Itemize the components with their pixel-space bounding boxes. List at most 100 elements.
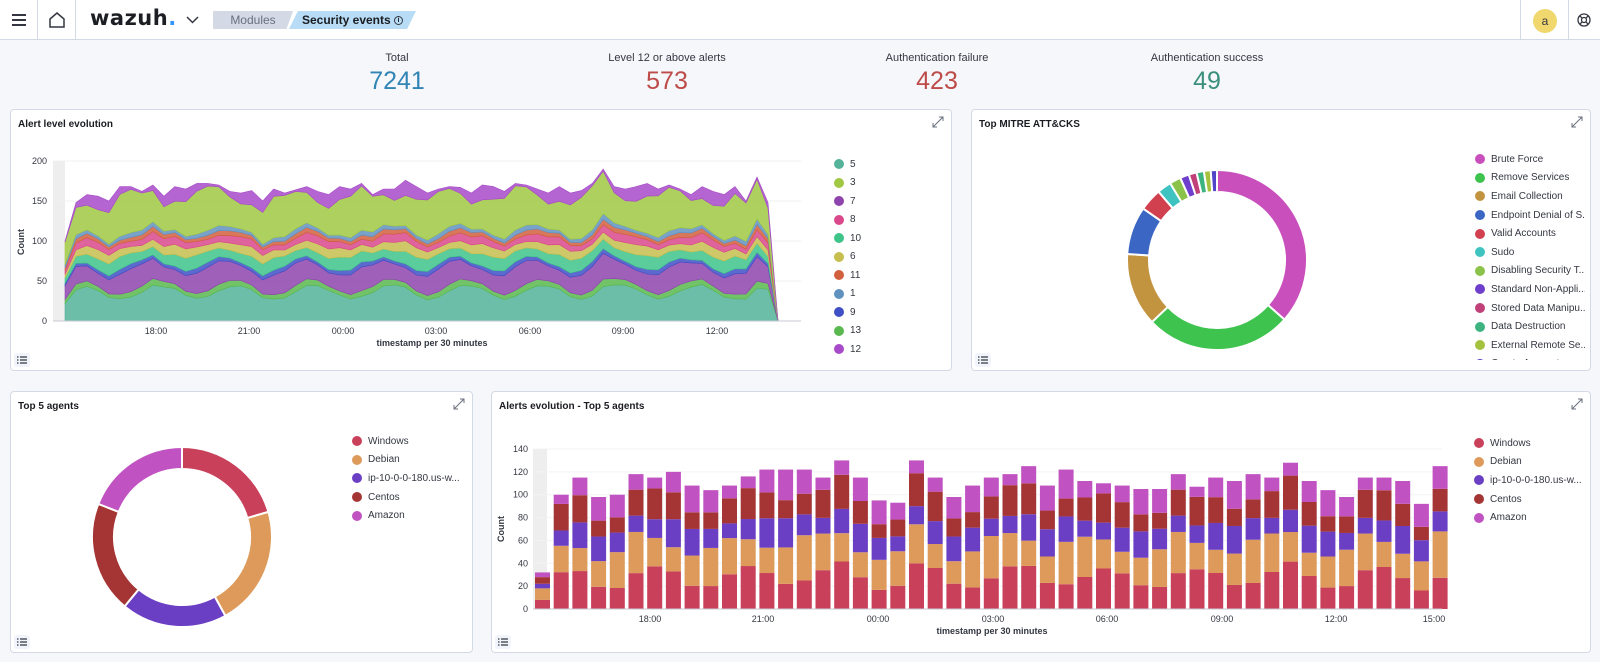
legend-item[interactable]: 1	[834, 285, 944, 304]
legend-item[interactable]: Centos	[352, 488, 467, 507]
menu-icon[interactable]	[6, 0, 32, 40]
legend-item[interactable]: Create Account	[1475, 355, 1585, 360]
bar-segment	[1189, 569, 1205, 609]
bar-segment	[983, 578, 999, 609]
legend-item[interactable]: Standard Non-Appli...	[1475, 280, 1585, 299]
legend-item[interactable]: Debian	[1474, 453, 1586, 472]
legend-toggle-icon[interactable]	[975, 353, 991, 367]
legend-item[interactable]: Endpoint Denial of S...	[1475, 206, 1585, 225]
legend-label: 11	[850, 269, 861, 281]
legend-label: Centos	[1490, 493, 1522, 505]
metric-total[interactable]: Total 7241	[277, 52, 517, 96]
bar-segment	[1301, 501, 1317, 526]
legend-item[interactable]: Windows	[352, 432, 467, 451]
legend-item[interactable]: Amazon	[352, 506, 467, 525]
legend-toggle-icon[interactable]	[14, 353, 30, 367]
x-tick-label: 00:00	[332, 326, 355, 336]
area-series-12	[64, 168, 779, 322]
donut-slice	[1150, 303, 1286, 351]
expand-icon[interactable]	[1571, 398, 1583, 410]
legend-label: 7	[850, 195, 856, 207]
breadcrumb-modules[interactable]: Modules	[213, 11, 293, 29]
legend-label: 8	[850, 214, 856, 226]
metric-label: Authentication success	[1150, 52, 1264, 64]
chevron-down-icon[interactable]	[181, 0, 203, 40]
legend-label: Remove Services	[1491, 172, 1570, 184]
bar-segment	[1264, 517, 1280, 534]
legend-item[interactable]: Email Collection	[1475, 187, 1585, 206]
breadcrumb-security-events[interactable]: Security events i	[289, 11, 416, 29]
bar-segment	[1114, 573, 1130, 609]
bar-segment	[591, 586, 607, 609]
bar-segment	[927, 567, 943, 609]
legend-item[interactable]: ip-10-0-0-180.us-w...	[352, 469, 467, 488]
legend-item[interactable]: 13	[834, 322, 944, 341]
legend-dot	[834, 177, 844, 188]
legend-item[interactable]: 5	[834, 155, 944, 174]
expand-icon[interactable]	[1571, 116, 1583, 128]
legend-item[interactable]: 10	[834, 229, 944, 248]
info-icon: i	[394, 16, 404, 26]
legend-item[interactable]: 6	[834, 248, 944, 267]
alert-level-legend: 5 3 7 8 10 6 11 1 9 13 12	[834, 155, 944, 359]
bar-segment	[1226, 508, 1242, 526]
legend-label: 6	[850, 251, 856, 263]
legend-item[interactable]: 8	[834, 211, 944, 230]
bar-segment	[609, 552, 625, 589]
plot-partial-bucket	[533, 449, 547, 609]
legend-item[interactable]: 11	[834, 266, 944, 285]
donut-slice	[97, 445, 183, 514]
donut-slice	[1126, 252, 1170, 324]
legend-dot	[1474, 512, 1484, 523]
metric-auth-failure[interactable]: Authentication failure 423	[817, 52, 1057, 96]
legend-item[interactable]: Sudo	[1475, 243, 1585, 262]
legend-dot	[834, 233, 844, 244]
bar-segment	[1226, 481, 1242, 509]
metric-level-12[interactable]: Level 12 or above alerts 573	[547, 52, 787, 96]
bar-segment	[703, 512, 719, 529]
legend-item[interactable]: External Remote Se...	[1475, 336, 1585, 355]
top-header: wazuh. Modules Security events i a	[0, 0, 1600, 40]
bar-segment	[1339, 549, 1355, 587]
legend-item[interactable]: Windows	[1474, 434, 1586, 453]
bar-segment	[1096, 493, 1111, 523]
legend-item[interactable]: 3	[834, 174, 944, 193]
panel-top-mitre: Top MITRE ATT&CKS Brute Force Remove Serv…	[971, 109, 1591, 371]
legend-item[interactable]: Debian	[352, 451, 467, 470]
legend-item[interactable]: 9	[834, 303, 944, 322]
legend-dot	[1475, 284, 1485, 295]
help-icon[interactable]	[1574, 0, 1594, 40]
metric-value: 573	[646, 67, 688, 95]
bar-segment	[1226, 584, 1242, 609]
legend-item[interactable]: Data Destruction	[1475, 317, 1585, 336]
metric-auth-success[interactable]: Authentication success 49	[1087, 52, 1327, 96]
legend-item[interactable]: Brute Force	[1475, 150, 1585, 169]
legend-dot	[834, 307, 844, 318]
bar-segment	[852, 552, 868, 578]
wazuh-logo[interactable]: wazuh.	[90, 6, 177, 30]
legend-toggle-icon[interactable]	[14, 635, 30, 649]
expand-icon[interactable]	[453, 398, 465, 410]
legend-item[interactable]: Stored Data Manipu...	[1475, 299, 1585, 318]
expand-icon[interactable]	[932, 116, 944, 128]
bar-segment	[1376, 477, 1392, 491]
legend-item[interactable]: Disabling Security T...	[1475, 262, 1585, 281]
legend-label: Email Collection	[1491, 190, 1563, 202]
home-icon[interactable]	[44, 0, 70, 40]
avatar[interactable]: a	[1533, 9, 1557, 33]
legend-item[interactable]: Remove Services	[1475, 169, 1585, 188]
legend-item[interactable]: 7	[834, 192, 944, 211]
bar-segment	[740, 566, 756, 609]
legend-dot	[1474, 438, 1484, 449]
legend-item[interactable]: 12	[834, 340, 944, 359]
legend-item[interactable]: ip-10-0-0-180.us-w...	[1474, 471, 1586, 490]
y-axis-label: Count	[496, 516, 506, 542]
bar-segment	[1058, 516, 1074, 542]
legend-label: ip-10-0-0-180.us-w...	[1490, 474, 1582, 486]
legend-toggle-icon[interactable]	[495, 635, 511, 649]
legend-item[interactable]: Amazon	[1474, 508, 1586, 527]
bar-segment	[535, 572, 550, 578]
legend-item[interactable]: Centos	[1474, 490, 1586, 509]
bar-segment	[871, 524, 887, 538]
legend-item[interactable]: Valid Accounts	[1475, 224, 1585, 243]
